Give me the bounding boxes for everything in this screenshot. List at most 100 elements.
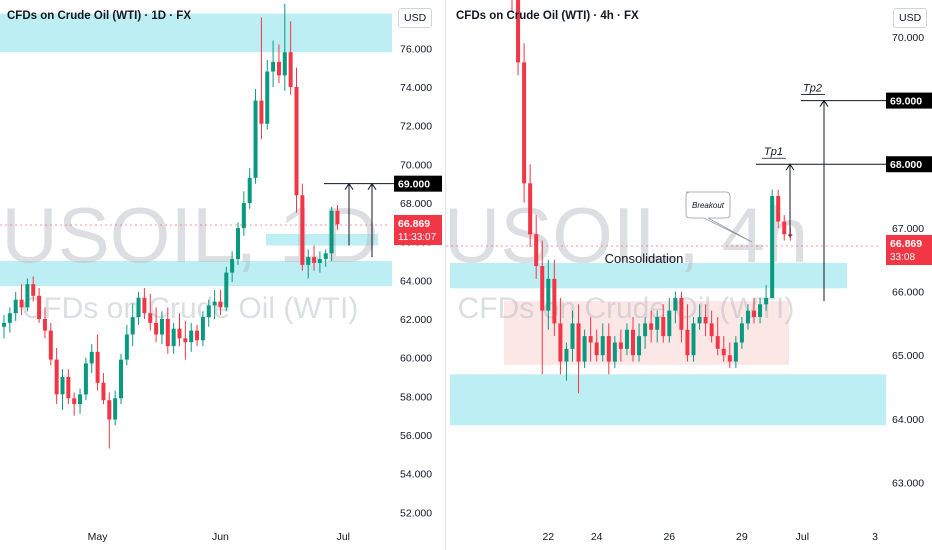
support-resistance-zone[interactable] [450, 262, 847, 289]
candle[interactable] [124, 324, 129, 366]
candle[interactable] [300, 183, 305, 271]
support-resistance-zone[interactable] [0, 261, 392, 287]
candle[interactable] [764, 285, 769, 311]
candle[interactable] [7, 307, 12, 333]
candle[interactable] [119, 353, 123, 405]
candle[interactable] [673, 291, 678, 324]
candle[interactable] [276, 44, 281, 84]
candle[interactable] [42, 307, 47, 339]
candle[interactable] [165, 307, 170, 354]
candle[interactable] [721, 336, 726, 362]
candle[interactable] [685, 304, 690, 362]
candle[interactable] [154, 307, 159, 343]
candle[interactable] [570, 310, 575, 362]
candle[interactable] [294, 67, 299, 213]
candle[interactable] [558, 297, 563, 375]
candle[interactable] [31, 276, 36, 302]
candle[interactable] [329, 206, 334, 261]
candle[interactable] [2, 315, 6, 339]
candle[interactable] [107, 392, 112, 449]
candle[interactable] [89, 344, 94, 374]
candle[interactable] [661, 304, 666, 343]
candle[interactable] [317, 251, 322, 273]
candle[interactable] [588, 317, 593, 362]
candle[interactable] [159, 311, 164, 345]
candle[interactable] [83, 357, 88, 401]
daily-chart-canvas[interactable]: USOIL, 1D CFDs on Crude Oil (WTI) 52.000… [0, 0, 446, 550]
candle[interactable] [19, 284, 24, 316]
chart-panel-daily[interactable]: USOIL, 1D CFDs on Crude Oil (WTI) 52.000… [0, 0, 446, 550]
chart-panel-4h[interactable]: USOIL, 4h CFDs on Crude Oil (WTI) Tp1 Tp2… [446, 0, 932, 550]
candle[interactable] [101, 373, 106, 405]
candle[interactable] [142, 288, 147, 319]
candle[interactable] [271, 40, 276, 87]
candle[interactable] [95, 334, 100, 391]
candle[interactable] [183, 320, 188, 360]
candle[interactable] [282, 3, 287, 91]
candle[interactable] [66, 369, 71, 405]
candle[interactable] [259, 17, 264, 140]
candle[interactable] [265, 59, 270, 130]
candle[interactable] [540, 240, 545, 375]
4h-chart-canvas[interactable]: USOIL, 4h CFDs on Crude Oil (WTI) Tp1 Tp2… [446, 0, 932, 550]
candle[interactable] [637, 323, 642, 362]
candle[interactable] [679, 291, 684, 343]
candle[interactable] [189, 322, 194, 352]
candle[interactable] [335, 204, 340, 231]
candle[interactable] [612, 336, 617, 368]
candle[interactable] [37, 288, 42, 323]
candle[interactable] [200, 311, 205, 347]
candle[interactable] [241, 191, 246, 236]
candle[interactable] [709, 310, 714, 343]
price-axis[interactable] [396, 0, 446, 550]
candle[interactable] [715, 317, 720, 356]
candle[interactable] [727, 342, 732, 368]
candle[interactable] [60, 369, 65, 410]
candle[interactable] [739, 317, 744, 349]
breakout-callout[interactable] [685, 191, 753, 243]
candle[interactable] [72, 392, 77, 416]
candle[interactable] [582, 329, 587, 368]
candle[interactable] [206, 299, 211, 327]
candle[interactable] [224, 266, 229, 312]
candle[interactable] [247, 168, 252, 209]
candle[interactable] [13, 291, 18, 321]
candle[interactable] [253, 88, 258, 184]
candle[interactable] [733, 336, 738, 368]
candle[interactable] [618, 329, 623, 362]
candle[interactable] [312, 245, 317, 271]
candle[interactable] [631, 317, 635, 362]
candle[interactable] [306, 249, 311, 279]
candle[interactable] [195, 324, 200, 347]
candle[interactable] [522, 43, 527, 203]
candle[interactable] [171, 322, 176, 354]
candle[interactable] [697, 304, 702, 330]
candle[interactable] [776, 189, 781, 228]
candle[interactable] [148, 293, 153, 331]
candle[interactable] [78, 388, 83, 414]
panel-divider[interactable] [445, 0, 446, 550]
candle[interactable] [758, 297, 763, 324]
candle[interactable] [649, 310, 654, 343]
price-axis[interactable] [888, 0, 932, 550]
candle[interactable] [48, 322, 53, 366]
candle[interactable] [54, 348, 59, 405]
candle[interactable] [534, 215, 539, 279]
currency-button[interactable]: USD [893, 8, 928, 28]
support-resistance-zone[interactable] [0, 13, 392, 53]
candle[interactable] [288, 21, 293, 95]
candle[interactable] [745, 304, 750, 330]
candle[interactable] [218, 290, 223, 316]
candle[interactable] [624, 323, 629, 356]
candle[interactable] [752, 297, 756, 324]
candle[interactable] [564, 342, 569, 381]
candle[interactable] [113, 390, 118, 426]
candle[interactable] [130, 303, 135, 347]
candle[interactable] [528, 164, 533, 247]
candle[interactable] [703, 304, 708, 337]
candle[interactable] [782, 215, 787, 241]
candle[interactable] [643, 317, 648, 349]
candle[interactable] [230, 251, 235, 283]
candle[interactable] [323, 249, 328, 267]
support-resistance-zone[interactable] [450, 374, 886, 426]
